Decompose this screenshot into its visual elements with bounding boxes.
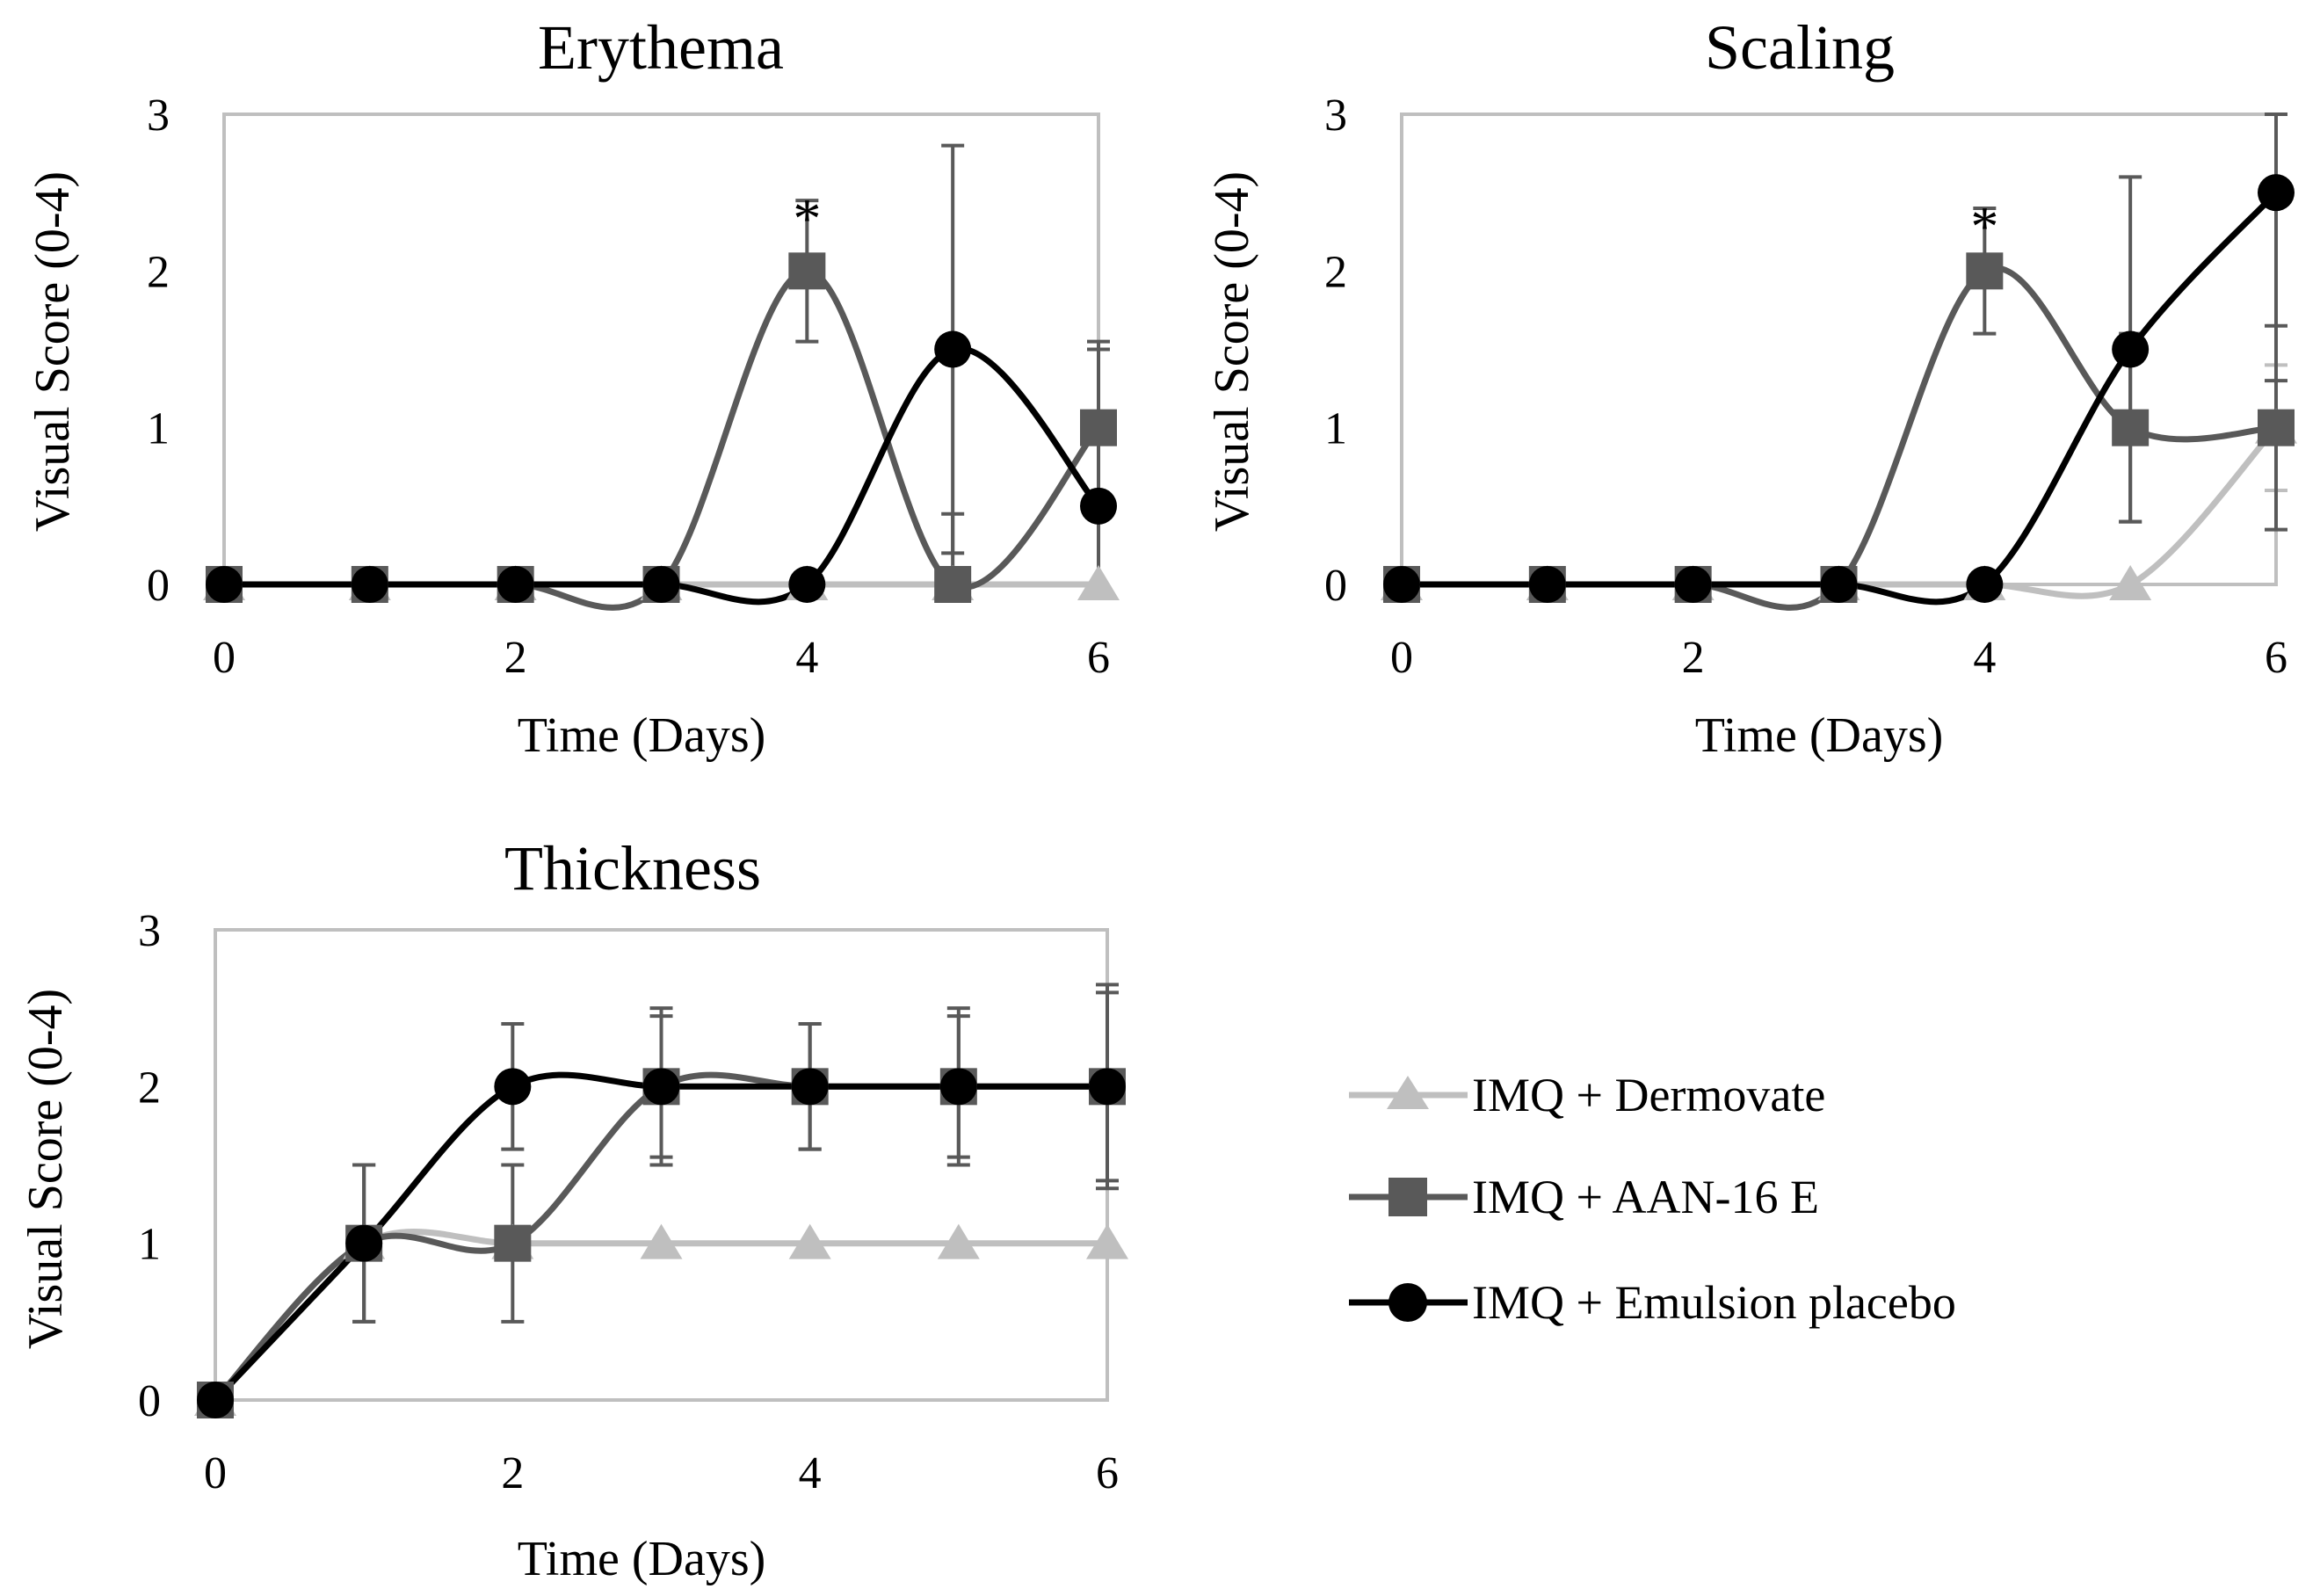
significance-annotation: * (1970, 195, 1998, 258)
data-point-placebo (351, 566, 388, 603)
data-point-dermovate (2109, 565, 2152, 600)
x-tick-label: 0 (213, 633, 236, 683)
x-tick-label: 0 (204, 1448, 227, 1498)
data-point-placebo (2258, 174, 2295, 212)
data-point-dermovate (640, 1223, 683, 1259)
data-point-placebo (206, 566, 243, 603)
x-tick-label: 6 (1096, 1448, 1119, 1498)
data-point-placebo (1528, 566, 1566, 603)
data-point-placebo (2112, 330, 2150, 368)
data-point-aan (1080, 409, 1117, 446)
x-tick-label: 4 (799, 1448, 822, 1498)
data-point-placebo (197, 1382, 234, 1418)
y-tick-label: 1 (1324, 404, 1347, 454)
thickness-panel: Thickness Time (Days) Visual Score (0-4)… (18, 833, 1128, 1586)
y-axis-label-scaling: Visual Score (0-4) (1205, 171, 1259, 532)
data-point-placebo (642, 1068, 680, 1106)
chart-title-thickness: Thickness (504, 833, 761, 903)
data-point-placebo (934, 330, 972, 368)
legend-label-placebo: IMQ + Emulsion placebo (1472, 1276, 1956, 1329)
data-point-dermovate (1086, 1223, 1128, 1259)
y-axis-label-erythema: Visual Score (0-4) (25, 171, 80, 532)
series-line-aan (224, 267, 1101, 611)
data-point-aan (788, 252, 826, 290)
data-point-aan (2258, 409, 2295, 446)
data-point-placebo (494, 1068, 532, 1106)
chart-title-scaling: Scaling (1705, 12, 1895, 83)
data-point-dermovate (937, 1223, 980, 1259)
scaling-panel: Scaling Time (Days) Visual Score (0-4) 0… (1205, 12, 2297, 763)
data-point-dermovate (1077, 565, 1120, 600)
data-point-aan (494, 1224, 532, 1262)
significance-annotation: * (793, 187, 821, 250)
y-tick-label: 3 (1324, 91, 1347, 141)
data-point-placebo (791, 1068, 829, 1106)
data-point-placebo (1089, 1068, 1126, 1106)
chart-title-erythema: Erythema (538, 12, 784, 83)
series-line-placebo (224, 345, 1101, 606)
legend-circle-marker (1388, 1283, 1427, 1322)
y-tick-label: 0 (147, 561, 170, 611)
y-tick-label: 2 (147, 247, 170, 297)
legend-item-dermovate: IMQ + Dermovate (1349, 1069, 1825, 1121)
x-tick-label: 4 (795, 633, 818, 683)
x-axis-label-thickness: Time (Days) (518, 1532, 766, 1586)
data-point-aan (1966, 252, 2004, 290)
legend-triangle-marker (1387, 1076, 1429, 1109)
data-point-placebo (497, 566, 534, 603)
data-point-placebo (939, 1068, 977, 1106)
x-tick-label: 6 (1087, 633, 1110, 683)
legend-label-dermovate: IMQ + Dermovate (1472, 1069, 1825, 1121)
legend-item-aan: IMQ + AAN-16 E (1349, 1171, 1819, 1223)
data-point-placebo (1966, 566, 2004, 603)
data-point-placebo (642, 566, 680, 603)
erythema-panel: Erythema Time (Days) Visual Score (0-4) … (25, 12, 1120, 763)
legend-square-marker (1388, 1178, 1427, 1216)
legend: IMQ + Dermovate IMQ + AAN-16 E IMQ + Emu… (1349, 1069, 1956, 1329)
x-tick-label: 0 (1390, 633, 1413, 683)
y-tick-label: 2 (1324, 247, 1347, 297)
x-tick-label: 2 (504, 633, 527, 683)
series-line-placebo (1402, 190, 2279, 606)
y-tick-label: 1 (147, 404, 170, 454)
y-tick-label: 0 (1324, 561, 1347, 611)
data-point-placebo (1383, 566, 1420, 603)
y-tick-label: 0 (138, 1376, 161, 1426)
data-point-placebo (1674, 566, 1712, 603)
legend-item-placebo: IMQ + Emulsion placebo (1349, 1276, 1956, 1329)
y-tick-label: 3 (147, 91, 170, 141)
data-point-placebo (1820, 566, 1858, 603)
data-point-aan (934, 566, 972, 603)
y-axis-label-thickness: Visual Score (0-4) (18, 989, 73, 1349)
data-point-placebo (1080, 487, 1117, 525)
x-tick-label: 2 (1682, 633, 1705, 683)
data-point-placebo (788, 566, 826, 603)
y-tick-label: 3 (138, 906, 161, 956)
x-axis-label-scaling: Time (Days) (1695, 708, 1944, 763)
x-tick-label: 4 (1973, 633, 1996, 683)
data-point-dermovate (788, 1223, 831, 1259)
x-tick-label: 2 (501, 1448, 524, 1498)
legend-label-aan: IMQ + AAN-16 E (1472, 1171, 1819, 1223)
y-tick-label: 1 (138, 1220, 161, 1270)
x-tick-label: 6 (2265, 633, 2287, 683)
data-point-placebo (345, 1224, 383, 1262)
x-axis-label-erythema: Time (Days) (518, 708, 766, 763)
y-tick-label: 2 (138, 1063, 161, 1113)
data-point-aan (2112, 409, 2150, 446)
